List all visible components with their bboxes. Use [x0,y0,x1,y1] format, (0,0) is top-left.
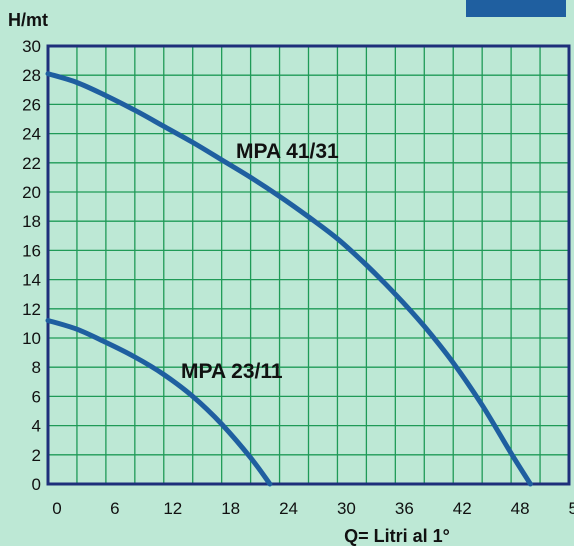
y-tick-label: 12 [22,300,41,319]
y-tick-label: 6 [32,387,41,406]
x-tick-label: 42 [453,499,472,518]
series-line-1 [45,71,533,487]
y-tick-label: 0 [32,475,41,494]
plot-frame [46,44,571,486]
series-label-1: MPA 41/31 [236,140,339,163]
grid [48,46,569,484]
series-labels: MPA 41/31 MPA 23/11 [181,140,339,383]
series-curves [45,71,533,487]
y-tick-label: 10 [22,329,41,348]
y-tick-label: 16 [22,241,41,260]
y-tick-label: 8 [32,358,41,377]
y-tick-label: 24 [22,125,41,144]
y-tick-label: 14 [22,271,41,290]
x-tick-label: 12 [163,499,182,518]
y-tick-label: 22 [22,154,41,173]
y-tick-label: 30 [22,37,41,56]
corner-tab [466,0,566,17]
y-tick-label: 4 [32,417,41,436]
x-tick-label: 36 [395,499,414,518]
y-tick-label: 18 [22,212,41,231]
x-tick-label: 30 [337,499,356,518]
x-tick-label: 24 [279,499,298,518]
x-tick-label: 0 [52,499,61,518]
y-axis-label: H/mt [8,10,48,30]
x-axis-label: Q= Litri al 1° [344,526,450,546]
y-tick-label: 26 [22,95,41,114]
y-tick-label: 28 [22,66,41,85]
series-line-2 [45,318,273,487]
y-tick-label: 20 [22,183,41,202]
y-tick-label: 2 [32,446,41,465]
x-tick-label: 48 [511,499,530,518]
x-tick-label: 54 [569,499,574,518]
x-tick-label: 18 [221,499,240,518]
series-label-2: MPA 23/11 [181,360,283,383]
x-tick-labels: 0 6 12 18 24 30 36 42 48 54 [52,499,574,518]
x-tick-label: 6 [110,499,119,518]
